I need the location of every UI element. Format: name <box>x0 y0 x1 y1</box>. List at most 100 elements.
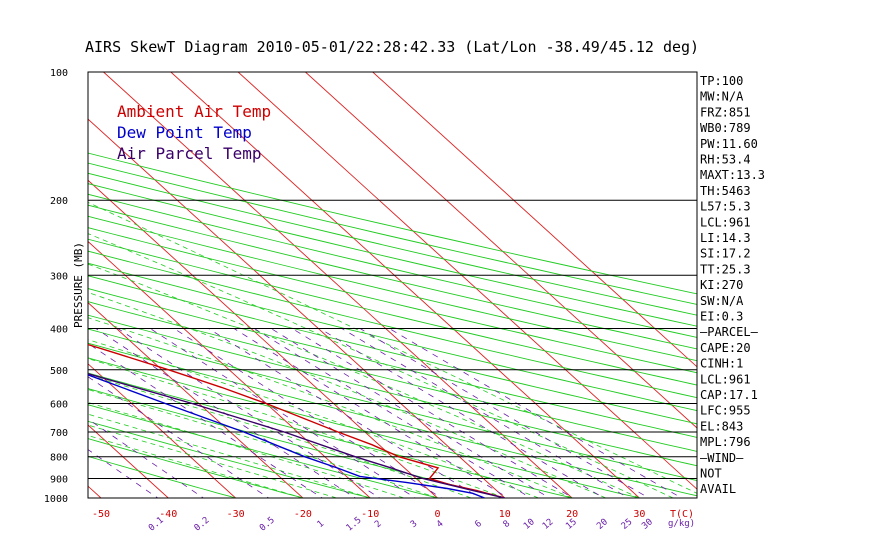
stat-entry: MAXT:13.3 <box>700 168 765 182</box>
mixing-ratio-line <box>291 328 574 498</box>
dry-adiabat <box>88 204 697 350</box>
mixing-ratio-line <box>319 328 605 498</box>
chart-title: AIRS SkewT Diagram 2010-05-01/22:28:42.3… <box>85 38 699 56</box>
stat-entry: LCL:961 <box>700 215 751 229</box>
mixing-ratio-tick-label: 25 <box>620 517 635 532</box>
bottom-temp-tick-label: -30 <box>227 509 245 520</box>
dry-adiabat <box>88 388 507 498</box>
mixing-ratio-line <box>88 449 159 498</box>
dry-adiabat <box>88 262 697 412</box>
stat-entry: LFC:955 <box>700 404 751 418</box>
axis-labels: 1002003004005006007008009001000-120-110-… <box>44 68 695 534</box>
bottom-temp-tick-label: -10 <box>361 509 379 520</box>
mixing-ratio-line <box>341 328 630 498</box>
mixing-ratio-line <box>88 418 205 498</box>
moist-adiabat <box>88 413 371 498</box>
pressure-tick-label: 400 <box>50 324 68 335</box>
stat-entry: RH:53.4 <box>700 153 751 167</box>
pressure-tick-label: 700 <box>50 428 68 439</box>
bottom-temp-tick-label: 10 <box>499 509 511 520</box>
stat-entry: EL:843 <box>700 419 743 433</box>
stat-entry: —PARCEL— <box>700 325 759 339</box>
bottom-temp-tick-label: -20 <box>294 509 312 520</box>
legend-dewpoint: Dew Point Temp <box>117 123 252 142</box>
pressure-tick-label: 500 <box>50 366 68 377</box>
stat-entry: LI:14.3 <box>700 231 751 245</box>
dry-adiabat <box>88 227 697 374</box>
dry-adiabat <box>88 342 697 497</box>
stat-entry: SI:17.2 <box>700 247 751 261</box>
dry-adiabat <box>88 238 697 386</box>
stat-entry: LCL:961 <box>700 372 751 386</box>
mixing-ratio-line <box>389 328 683 498</box>
mixing-ratio-line <box>173 328 443 498</box>
isotherm-line <box>88 424 169 498</box>
mixing-ratio-line <box>95 328 357 498</box>
dry-adiabat <box>88 275 697 425</box>
mixing-ratio-tick-label: 4 <box>435 519 446 530</box>
stat-entry: CAP:17.1 <box>700 388 758 402</box>
legend-parcel-temp: Air Parcel Temp <box>117 144 262 163</box>
isotherm-line <box>88 179 438 498</box>
dry-adiabat <box>88 288 697 438</box>
mixing-ratio-tick-label: 6 <box>473 519 484 530</box>
stat-entry: FRZ:851 <box>700 105 751 119</box>
stat-entry: SW:N/A <box>700 294 744 308</box>
mixing-ratio-line <box>117 328 381 498</box>
pressure-tick-label: 300 <box>50 271 68 282</box>
stat-entry: KI:270 <box>700 278 743 292</box>
stat-entry: MW:N/A <box>700 90 744 104</box>
pressure-tick-label: 1000 <box>44 494 68 505</box>
pressure-tick-label: 800 <box>50 453 68 464</box>
dry-adiabat <box>88 404 440 498</box>
stat-entry: EI:0.3 <box>700 310 743 324</box>
pressure-tick-label: 900 <box>50 475 68 486</box>
pressure-tick-label: 600 <box>50 399 68 410</box>
dry-adiabat <box>88 301 697 452</box>
parcel-temp-line <box>88 372 505 498</box>
isotherm-line <box>88 302 304 498</box>
isotherm-line <box>0 72 34 498</box>
stat-entry: TH:5463 <box>700 184 751 198</box>
mixing-ratio-line <box>270 328 551 498</box>
isotherm-line <box>103 72 573 498</box>
mixing-ratio-tick-label: 8 <box>502 519 513 530</box>
plot-frame <box>87 71 698 499</box>
grid-clip <box>0 72 697 498</box>
stat-entry: PW:11.60 <box>700 137 758 151</box>
bottom-temp-tick-label: -50 <box>92 509 110 520</box>
series-lines <box>88 343 505 498</box>
isotherm-line <box>237 72 697 490</box>
bottom-temp-tick-label: -40 <box>159 509 177 520</box>
bottom-temp-tick-label: 0 <box>434 509 440 520</box>
isotherm-line <box>305 72 697 429</box>
isotherm-line <box>88 363 236 498</box>
stat-entry: —WIND— <box>700 451 744 465</box>
legend: Ambient Air Temp Dew Point Temp Air Parcel… <box>117 102 271 163</box>
grid <box>0 71 698 499</box>
mixing-ratio-line <box>88 342 323 498</box>
dry-adiabat <box>88 438 305 498</box>
mixing-ratio-tick-label: 3 <box>409 519 420 530</box>
mixing-ratio-line <box>254 328 532 498</box>
moist-adiabat <box>88 435 304 498</box>
t-celsius-label: T(C) <box>670 509 694 520</box>
dry-adiabat <box>88 328 697 482</box>
dry-adiabat <box>88 314 697 467</box>
bottom-temp-tick-label: 30 <box>633 509 645 520</box>
stat-entry: TP:100 <box>700 74 743 88</box>
dry-adiabat <box>88 357 642 498</box>
stat-entry: CINH:1 <box>700 357 743 371</box>
dry-adiabat <box>88 215 697 362</box>
moist-adiabat <box>88 374 472 498</box>
pressure-tick-label: 100 <box>50 68 68 79</box>
mixing-ratio-tick-label: 20 <box>595 517 610 532</box>
dry-adiabat <box>88 455 238 498</box>
stat-entry: WB0:789 <box>700 121 751 135</box>
pressure-tick-label: 200 <box>50 196 68 207</box>
y-axis-label: PRESSURE (MB) <box>72 242 85 328</box>
mixing-ratio-tick-label: 12 <box>541 517 556 532</box>
mixing-ratio-line <box>88 376 270 498</box>
dry-adiabat <box>88 162 697 305</box>
